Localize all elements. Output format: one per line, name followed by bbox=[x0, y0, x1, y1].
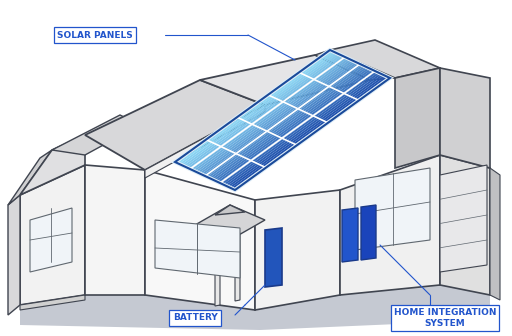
Polygon shape bbox=[85, 165, 145, 295]
Polygon shape bbox=[207, 65, 364, 178]
Polygon shape bbox=[8, 150, 52, 205]
Text: SOLAR PANELS: SOLAR PANELS bbox=[57, 31, 133, 40]
Polygon shape bbox=[183, 54, 340, 167]
Polygon shape bbox=[209, 66, 366, 179]
Polygon shape bbox=[20, 240, 490, 330]
Polygon shape bbox=[219, 71, 376, 183]
Polygon shape bbox=[215, 69, 372, 181]
Polygon shape bbox=[231, 76, 388, 189]
Polygon shape bbox=[440, 155, 490, 295]
Polygon shape bbox=[225, 73, 382, 186]
Polygon shape bbox=[215, 205, 245, 215]
Text: BATTERY: BATTERY bbox=[173, 313, 218, 323]
Polygon shape bbox=[265, 228, 282, 287]
Polygon shape bbox=[342, 208, 358, 262]
Polygon shape bbox=[203, 63, 360, 176]
Polygon shape bbox=[195, 59, 352, 172]
Polygon shape bbox=[199, 61, 356, 174]
Polygon shape bbox=[233, 77, 390, 190]
Polygon shape bbox=[205, 64, 362, 177]
Polygon shape bbox=[177, 51, 334, 164]
Polygon shape bbox=[213, 68, 370, 181]
Polygon shape bbox=[195, 205, 265, 240]
Polygon shape bbox=[52, 115, 140, 155]
Polygon shape bbox=[179, 52, 336, 165]
Polygon shape bbox=[221, 72, 378, 184]
Polygon shape bbox=[145, 170, 255, 310]
Polygon shape bbox=[197, 60, 354, 173]
Polygon shape bbox=[187, 55, 344, 169]
Polygon shape bbox=[211, 67, 368, 180]
Polygon shape bbox=[223, 72, 380, 185]
Polygon shape bbox=[193, 58, 350, 171]
Polygon shape bbox=[355, 168, 430, 250]
Polygon shape bbox=[330, 40, 440, 78]
Polygon shape bbox=[85, 80, 265, 170]
Polygon shape bbox=[201, 62, 358, 175]
Polygon shape bbox=[395, 68, 440, 168]
Polygon shape bbox=[20, 165, 85, 305]
Polygon shape bbox=[191, 57, 348, 170]
Polygon shape bbox=[340, 155, 440, 295]
Polygon shape bbox=[20, 295, 85, 310]
Polygon shape bbox=[8, 195, 20, 315]
Text: HOME INTEGRATION
SYSTEM: HOME INTEGRATION SYSTEM bbox=[394, 308, 496, 328]
Polygon shape bbox=[229, 75, 386, 188]
Polygon shape bbox=[440, 68, 490, 168]
Polygon shape bbox=[155, 220, 240, 278]
Polygon shape bbox=[217, 70, 374, 182]
Polygon shape bbox=[315, 50, 395, 80]
Polygon shape bbox=[175, 50, 332, 163]
Polygon shape bbox=[235, 233, 240, 301]
Polygon shape bbox=[20, 135, 85, 195]
Polygon shape bbox=[200, 55, 370, 105]
Polygon shape bbox=[181, 53, 338, 166]
Polygon shape bbox=[145, 105, 265, 178]
Polygon shape bbox=[185, 55, 342, 168]
Polygon shape bbox=[189, 56, 346, 169]
Polygon shape bbox=[361, 205, 376, 260]
Polygon shape bbox=[255, 190, 340, 310]
Polygon shape bbox=[227, 74, 384, 187]
Polygon shape bbox=[440, 165, 487, 272]
Polygon shape bbox=[490, 168, 500, 300]
Polygon shape bbox=[30, 208, 72, 272]
Polygon shape bbox=[215, 238, 220, 306]
